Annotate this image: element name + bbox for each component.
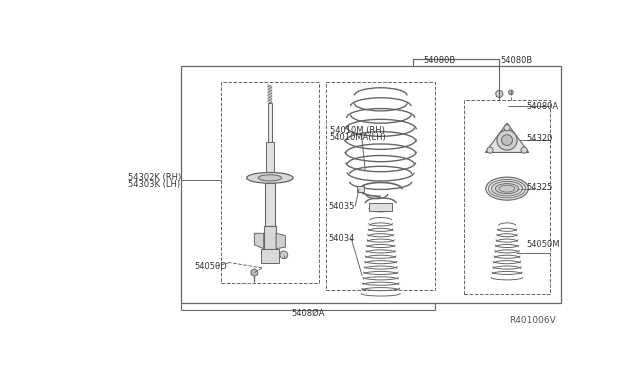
- Text: 54010MA(LH): 54010MA(LH): [330, 133, 387, 142]
- Bar: [260, 249, 279, 263]
- Text: 54050D: 54050D: [195, 262, 227, 271]
- Ellipse shape: [259, 175, 282, 181]
- Text: 54050M: 54050M: [527, 240, 560, 249]
- Text: 54080B: 54080B: [423, 55, 456, 64]
- Polygon shape: [485, 123, 529, 153]
- Bar: [264, 225, 276, 249]
- Circle shape: [521, 147, 527, 153]
- Text: R401006V: R401006V: [509, 316, 556, 325]
- Text: 54035: 54035: [328, 202, 355, 211]
- Bar: [180, 66, 561, 303]
- Ellipse shape: [486, 177, 529, 200]
- Bar: [265, 183, 275, 225]
- Text: 54320: 54320: [527, 134, 553, 143]
- Text: 54080B: 54080B: [501, 56, 533, 65]
- Circle shape: [502, 135, 513, 145]
- Text: 5408ØA: 5408ØA: [291, 309, 324, 318]
- Text: 54303K (LH): 54303K (LH): [128, 180, 180, 189]
- Bar: [358, 186, 364, 192]
- Text: 54325: 54325: [527, 183, 553, 192]
- Bar: [266, 142, 274, 173]
- Ellipse shape: [246, 173, 293, 183]
- Text: 54080A: 54080A: [527, 102, 559, 111]
- Text: 54302K (RH): 54302K (RH): [128, 173, 181, 182]
- Polygon shape: [254, 233, 264, 249]
- Circle shape: [497, 130, 517, 150]
- Circle shape: [504, 125, 510, 131]
- Bar: [268, 103, 272, 142]
- Bar: [369, 203, 392, 211]
- Text: 54010M (RH): 54010M (RH): [330, 126, 385, 135]
- Bar: [221, 81, 319, 283]
- Ellipse shape: [492, 181, 522, 196]
- Circle shape: [487, 147, 493, 153]
- Ellipse shape: [495, 184, 518, 194]
- Circle shape: [509, 90, 513, 95]
- Bar: [326, 81, 435, 289]
- Text: 54034: 54034: [328, 234, 355, 243]
- Bar: [465, 100, 550, 294]
- Polygon shape: [276, 233, 285, 249]
- Circle shape: [280, 251, 288, 259]
